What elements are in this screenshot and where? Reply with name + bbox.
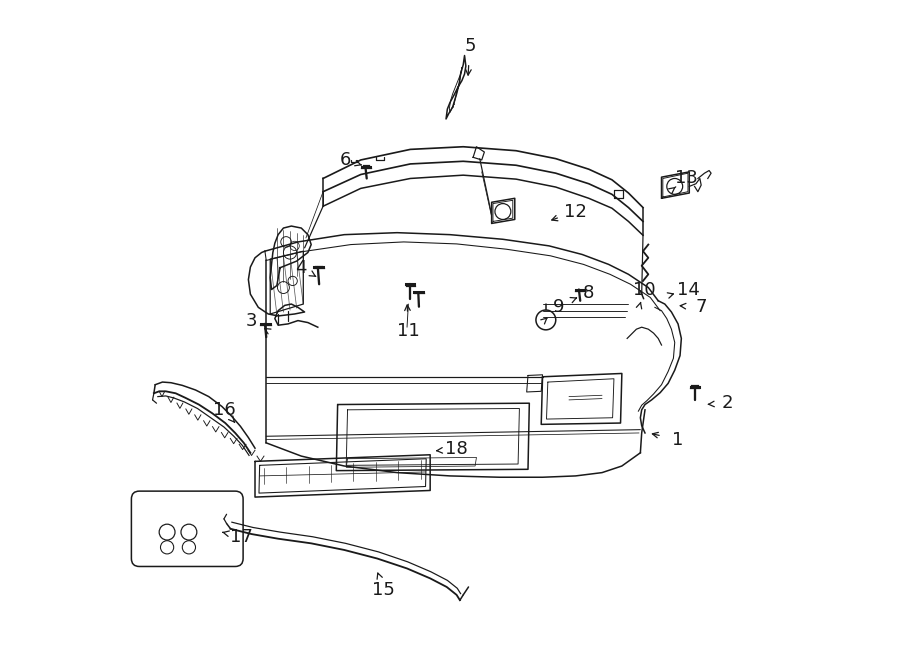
Text: 9: 9 xyxy=(554,298,565,317)
Text: 12: 12 xyxy=(564,202,587,221)
Text: 7: 7 xyxy=(696,298,706,317)
Text: 15: 15 xyxy=(373,580,395,599)
Text: 6: 6 xyxy=(340,151,351,169)
Text: 3: 3 xyxy=(246,311,257,330)
Text: 11: 11 xyxy=(397,321,419,340)
Text: 1: 1 xyxy=(672,430,684,449)
Text: 14: 14 xyxy=(677,280,699,299)
Text: 5: 5 xyxy=(464,37,475,56)
Text: 16: 16 xyxy=(212,401,235,419)
Text: 2: 2 xyxy=(722,394,734,412)
Text: 4: 4 xyxy=(295,258,307,277)
Text: 17: 17 xyxy=(230,527,253,546)
Text: 13: 13 xyxy=(675,169,698,188)
Text: 18: 18 xyxy=(446,440,468,459)
Text: 10: 10 xyxy=(633,280,655,299)
Text: 8: 8 xyxy=(583,284,595,302)
